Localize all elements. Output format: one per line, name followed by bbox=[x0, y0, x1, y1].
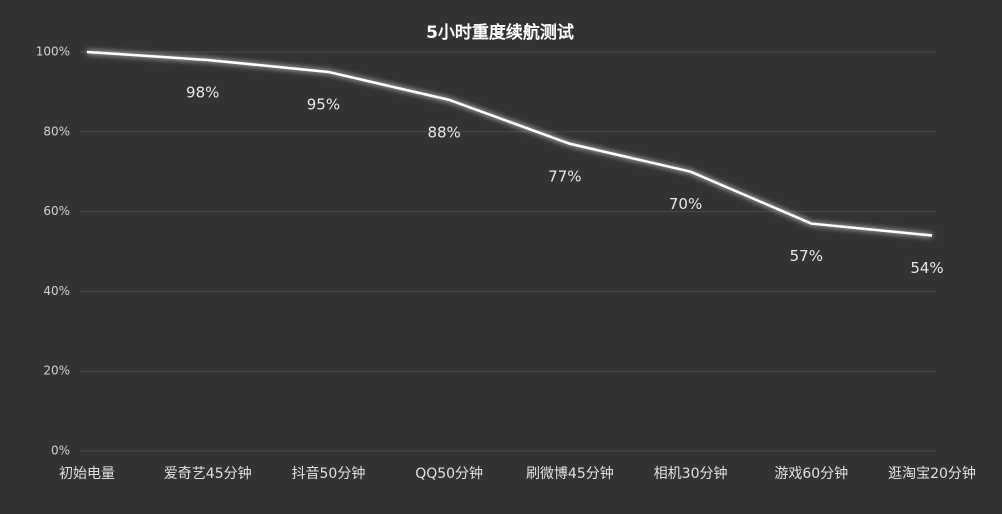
data-label: 57% bbox=[790, 247, 823, 265]
x-tick-label: 逛淘宝20分钟 bbox=[888, 465, 976, 482]
x-tick-label: 初始电量 bbox=[59, 465, 115, 482]
data-label: 88% bbox=[427, 123, 460, 141]
x-tick-label: 刷微博45分钟 bbox=[526, 465, 614, 482]
data-label: 70% bbox=[669, 195, 702, 213]
x-tick-label: QQ50分钟 bbox=[415, 465, 483, 482]
y-tick-label: 0% bbox=[51, 444, 70, 458]
y-tick-label: 100% bbox=[36, 45, 70, 59]
data-label: 95% bbox=[307, 95, 340, 113]
x-tick-label: 爱奇艺45分钟 bbox=[164, 465, 252, 482]
y-tick-label: 40% bbox=[43, 284, 70, 298]
x-tick-label: 相机30分钟 bbox=[654, 465, 728, 482]
y-tick-label: 60% bbox=[43, 204, 70, 218]
x-tick-label: 抖音50分钟 bbox=[292, 465, 366, 482]
y-tick-label: 80% bbox=[43, 124, 70, 138]
data-label: 98% bbox=[186, 83, 219, 101]
chart-title: 5小时重度续航测试 bbox=[426, 22, 574, 43]
data-label: 77% bbox=[548, 167, 581, 185]
y-tick-label: 20% bbox=[43, 364, 70, 378]
data-label: 54% bbox=[910, 259, 943, 277]
data-line bbox=[86, 50, 933, 237]
x-tick-label: 游戏60分钟 bbox=[774, 465, 848, 482]
